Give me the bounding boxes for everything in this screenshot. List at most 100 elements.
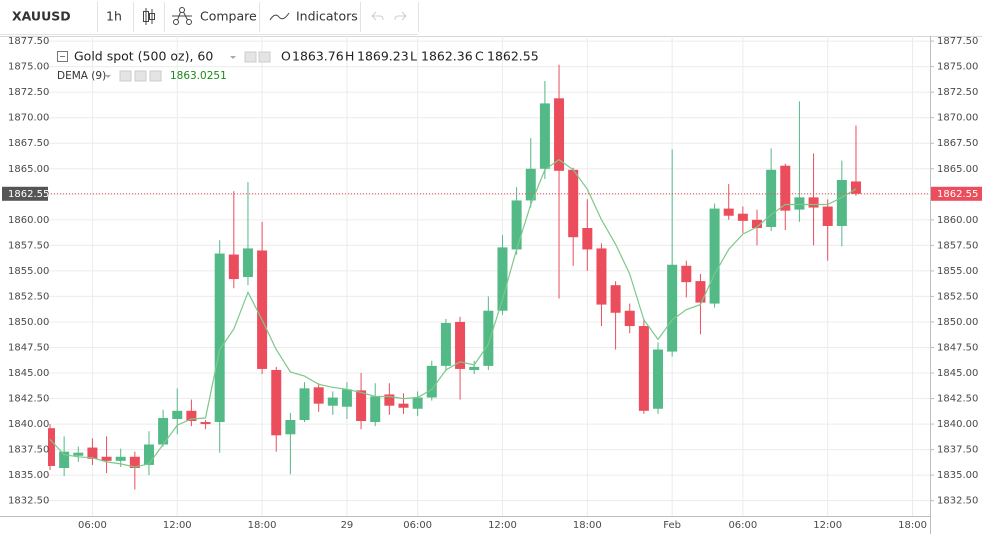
- candle-body: [554, 98, 565, 171]
- candle-body: [412, 397, 423, 409]
- y-tick-label: 1875.00: [937, 62, 978, 73]
- candle-body: [186, 410, 197, 422]
- candle-body: [370, 396, 381, 423]
- legend: Gold spot (500 oz), 60 O 1863.76 H 1869.…: [57, 49, 539, 82]
- y-tick-label: 1865.00: [8, 164, 49, 175]
- indicator-button[interactable]: [119, 70, 132, 82]
- candle-body: [822, 206, 833, 226]
- redo-button[interactable]: [394, 11, 407, 21]
- x-tick-label: 06:00: [78, 520, 107, 531]
- indicators-icon[interactable]: [269, 12, 290, 21]
- y-tick-label: 1865.00: [937, 164, 978, 175]
- undo-button[interactable]: [371, 11, 384, 21]
- candle-body: [497, 247, 508, 311]
- y-tick-label: 1867.50: [8, 138, 49, 149]
- chart-style-button[interactable]: [143, 8, 155, 25]
- ohlc-label: C: [475, 49, 484, 64]
- axis-labels: 1832.50 1832.50 1835.00 1835.00 1837.50 1837.…: [2, 36, 982, 531]
- indicator-button[interactable]: [149, 70, 162, 82]
- indicator-line: [49, 158, 857, 468]
- candle-body: [327, 397, 338, 406]
- candle-body: [850, 181, 861, 194]
- candle-body: [511, 200, 522, 250]
- candle-body: [681, 265, 692, 283]
- settings-button[interactable]: [258, 51, 271, 63]
- y-tick-label: 1870.00: [8, 113, 49, 124]
- candle-body: [667, 264, 678, 352]
- candle-body: [568, 169, 579, 238]
- y-tick-label: 1872.50: [937, 87, 978, 98]
- candle-body: [200, 422, 211, 425]
- y-tick-label: 1877.50: [937, 36, 978, 47]
- candle-body: [766, 169, 777, 227]
- y-tick-label: 1832.50: [937, 496, 978, 507]
- dropdown-caret[interactable]: [230, 56, 236, 59]
- y-tick-label: 1850.00: [937, 317, 978, 328]
- candle-body: [596, 248, 607, 305]
- candle-body: [214, 253, 225, 423]
- candle-body: [695, 281, 706, 303]
- candle-body: [808, 197, 819, 208]
- collapse-button[interactable]: [57, 51, 68, 62]
- candle-body: [737, 213, 748, 221]
- x-tick-label: 18:00: [573, 520, 602, 531]
- symbol[interactable]: XAUUSD: [12, 9, 71, 24]
- y-tick-label: 1845.00: [937, 368, 978, 379]
- y-tick-label: 1877.50: [8, 36, 49, 47]
- candle-body: [101, 456, 112, 461]
- candle-body: [836, 180, 847, 226]
- settings-button[interactable]: [244, 51, 257, 63]
- legend-title: Gold spot (500 oz), 60: [74, 49, 213, 64]
- y-tick-label: 1867.50: [937, 138, 978, 149]
- compare-button[interactable]: Compare: [200, 9, 257, 24]
- x-tick-label: 06:00: [728, 520, 757, 531]
- y-tick-label: 1875.00: [8, 62, 49, 73]
- candle-body: [794, 197, 805, 210]
- y-tick-label: 1860.00: [8, 215, 49, 226]
- ohlc-value: 1862.55: [487, 49, 539, 64]
- indicators-button[interactable]: Indicators: [296, 9, 358, 24]
- candle-body: [653, 349, 664, 409]
- y-tick-label: 1840.00: [8, 419, 49, 430]
- candle-body: [341, 389, 352, 407]
- candle-body: [48, 428, 55, 466]
- candle-body: [158, 417, 169, 445]
- ohlc-label: L: [410, 49, 417, 64]
- candle-body: [299, 388, 310, 420]
- plot-area: [48, 64, 930, 490]
- ohlc-label: O: [281, 49, 291, 64]
- y-tick-label: 1837.50: [8, 445, 49, 456]
- dropdown-caret[interactable]: [105, 75, 111, 78]
- x-tick-label: 29: [341, 520, 354, 531]
- candle-body: [143, 444, 154, 465]
- candle-body: [426, 365, 437, 398]
- x-tick-label: 12:00: [488, 520, 517, 531]
- candle-body: [384, 394, 395, 406]
- y-tick-label: 1847.50: [937, 342, 978, 353]
- x-tick-label: 12:00: [163, 520, 192, 531]
- candle-body: [242, 248, 253, 278]
- candle-body: [313, 387, 324, 404]
- x-tick-label: 12:00: [813, 520, 842, 531]
- y-tick-label: 1855.00: [8, 266, 49, 277]
- y-tick-label: 1837.50: [937, 445, 978, 456]
- y-tick-label: 1857.50: [937, 240, 978, 251]
- candle-body: [610, 285, 621, 313]
- compare-icon[interactable]: [172, 7, 192, 25]
- x-tick-label: 18:00: [898, 520, 927, 531]
- last-price-box: [931, 186, 982, 201]
- candle-body: [455, 321, 466, 369]
- toolbar: XAUUSD 1h Compare Indicators: [0, 2, 419, 35]
- candle-body: [228, 254, 239, 280]
- y-tick-label: 1855.00: [937, 266, 978, 277]
- candle-body: [525, 168, 536, 201]
- interval[interactable]: 1h: [106, 9, 122, 24]
- y-tick-label: 1847.50: [8, 342, 49, 353]
- ohlc-value: 1862.36: [421, 49, 473, 64]
- y-tick-label: 1870.00: [937, 113, 978, 124]
- candle-body: [172, 410, 183, 419]
- candle-body: [73, 452, 84, 456]
- indicator-button[interactable]: [134, 70, 147, 82]
- ohlc-value: 1863.76: [292, 49, 344, 64]
- candle-body: [356, 390, 367, 422]
